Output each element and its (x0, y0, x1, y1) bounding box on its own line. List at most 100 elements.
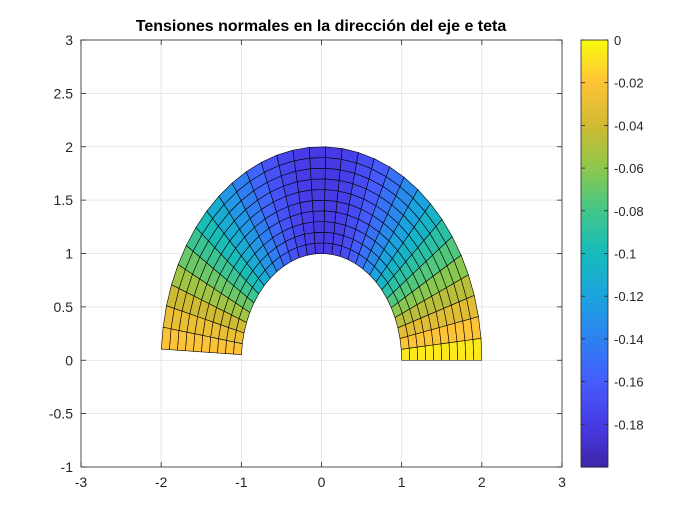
mesh-cell (408, 346, 419, 361)
colorbar-slice (581, 264, 608, 269)
colorbar-slice (581, 324, 608, 329)
colorbar-slice (581, 356, 608, 361)
x-tick-label: 2 (478, 474, 486, 490)
colorbar-slice (581, 175, 608, 180)
mesh-cell (324, 199, 338, 213)
mesh-cell (416, 345, 427, 361)
colorbar-slice (581, 438, 608, 443)
colorbar-tick-label: -0.06 (614, 161, 644, 176)
colorbar-slice (581, 193, 608, 198)
colorbar-slice (581, 107, 608, 112)
colorbar-slice (581, 164, 608, 169)
colorbar-slice (581, 427, 608, 433)
x-tick-label: -2 (155, 474, 168, 490)
colorbar-slice (581, 221, 608, 226)
colorbar-slice (581, 200, 608, 205)
colorbar-slice (581, 406, 608, 411)
colorbar-slice (581, 413, 608, 418)
y-tick-label: -0.5 (49, 406, 73, 422)
mesh-cell (225, 340, 235, 355)
y-tick-label: 2.5 (54, 85, 74, 101)
colorbar-slice (581, 246, 608, 251)
mesh-cell (424, 344, 435, 361)
colorbar-slice (581, 182, 608, 187)
colorbar-slice (581, 111, 608, 116)
colorbar-slice (581, 338, 608, 344)
colorbar-slice (581, 114, 608, 119)
colorbar-slice (581, 96, 608, 102)
colorbar-tick-label: -0.14 (614, 332, 644, 347)
colorbar-slice (581, 253, 608, 258)
colorbar-slice (581, 100, 608, 105)
mesh-cell (161, 326, 172, 350)
y-tick-label: 1 (65, 246, 73, 262)
mesh-cell (233, 341, 243, 355)
colorbar-slice (581, 160, 608, 166)
colorbar-slice (581, 207, 608, 212)
mesh-cell (311, 199, 325, 212)
colorbar-slice (581, 47, 608, 52)
colorbar-tick-label: -0.16 (614, 375, 644, 390)
x-axis-ticks: -3 -2 -1 0 1 2 3 (75, 40, 566, 490)
colorbar-slice (581, 86, 608, 91)
mesh-cell (313, 231, 325, 244)
mesh-cell (400, 347, 410, 361)
mesh-cell (324, 189, 339, 202)
colorbar-slice (581, 189, 608, 194)
colorbar-tick-label: -0.12 (614, 289, 644, 304)
mesh-cell (308, 146, 327, 159)
y-tick-label: -1 (61, 459, 74, 475)
colorbar-slice (581, 385, 608, 390)
y-tick-label: 0 (65, 352, 73, 368)
colorbar-slice (581, 449, 608, 454)
colorbar-slice (581, 150, 608, 155)
colorbar-slice (581, 274, 608, 280)
colorbar-slice (581, 136, 608, 141)
y-axis-ticks: -1 -0.5 0 0.5 1 1.5 2 2.5 3 (49, 32, 562, 475)
colorbar-tick-label: -0.04 (614, 118, 644, 133)
colorbar-slice (581, 89, 608, 94)
mesh-cell (310, 167, 326, 180)
colorbar-tick-label: -0.02 (614, 76, 644, 91)
mesh-cell (302, 221, 315, 235)
colorbar-slice (581, 267, 608, 272)
colorbar-slice (581, 157, 608, 162)
mesh-cell (309, 157, 326, 169)
colorbar-slice (581, 171, 608, 176)
colorbar-slice (581, 278, 608, 283)
mesh-cell (310, 178, 326, 191)
colorbar-slice (581, 417, 608, 422)
plot-area: -3 -2 -1 0 1 2 3 -1 -0.5 0 0.5 1 1.5 2 2.5 3 (49, 32, 566, 490)
mesh-cell (323, 221, 336, 234)
colorbar-slice (581, 367, 608, 372)
colorbar-slice (581, 349, 608, 354)
y-tick-label: 2 (65, 139, 73, 155)
colorbar-slice (581, 185, 608, 191)
colorbar-slice (581, 402, 608, 408)
mesh-cell (324, 157, 342, 171)
colorbar-slice (581, 225, 608, 230)
colorbar-slice (581, 452, 608, 457)
colorbar-tick-label: -0.08 (614, 204, 644, 219)
mesh-cell (313, 221, 325, 233)
colorbar-slice (581, 335, 608, 340)
mesh-cell (209, 336, 219, 354)
colorbar-slice (581, 143, 608, 148)
colorbar-slice (581, 313, 608, 319)
colorbar-slice (581, 410, 608, 415)
mesh-cell (456, 340, 467, 361)
colorbar-slice (581, 431, 608, 436)
mesh-cell (324, 167, 341, 181)
colorbar-slice (581, 50, 608, 55)
colorbar-slice (581, 79, 608, 84)
colorbar-slice (581, 82, 608, 87)
colorbar-slice (581, 331, 608, 336)
colorbar-slice (581, 249, 608, 255)
colorbar-slice (581, 257, 608, 262)
colorbar-tick-label: -0.1 (614, 247, 636, 262)
colorbar-slice (581, 271, 608, 276)
mesh-cell (440, 342, 451, 361)
colorbar-slice (581, 64, 608, 70)
mesh-cell (311, 189, 326, 201)
polar-mesh (161, 146, 483, 361)
